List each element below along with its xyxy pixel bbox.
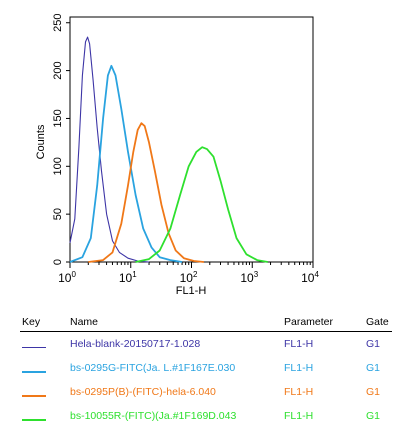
y-tick-label: 150 xyxy=(52,109,64,127)
y-tick-label: 100 xyxy=(52,157,64,175)
legend-header-name: Name xyxy=(70,316,99,328)
legend-row-name: bs-10055R-(FITC)(Ja.#1F169D.043 xyxy=(70,410,237,422)
x-axis-title: FL1-H xyxy=(176,285,207,297)
legend-row-gate: G1 xyxy=(366,410,381,422)
legend-row-gate: G1 xyxy=(366,362,381,374)
plot-frame xyxy=(69,16,314,263)
plot-border xyxy=(69,16,314,263)
y-tick-label: 250 xyxy=(52,14,64,32)
series-line xyxy=(69,64,183,263)
y-tick-label: 0 xyxy=(52,259,64,265)
legend-row: bs-0295P(B)-(FITC)-hela-6.040 FL1-H G1 xyxy=(0,383,400,403)
x-tick-label: 100 xyxy=(58,270,76,285)
legend-header: Key Name Parameter Gate xyxy=(0,313,400,333)
legend-key-swatch xyxy=(22,395,46,397)
legend-key-swatch xyxy=(22,347,46,348)
x-tick-label: 101 xyxy=(119,270,137,285)
legend-row-gate: G1 xyxy=(366,386,381,398)
legend-header-key: Key xyxy=(22,316,41,328)
legend-row-parameter: FL1-H xyxy=(284,410,314,422)
histogram-chart: 0 50 100 150 200 250 100 101 102 103 104 Counts F… xyxy=(35,14,319,297)
legend-row-name: bs-0295G-FITC(Ja. L.#1F167E.030 xyxy=(70,362,236,374)
legend-key-swatch xyxy=(22,419,46,421)
y-tick-label: 200 xyxy=(52,61,64,79)
legend-header-gate: Gate xyxy=(366,316,389,328)
x-tick-label: 102 xyxy=(180,270,198,285)
legend-row-name: Hela-blank-20150717-1.028 xyxy=(70,338,201,350)
legend-row: Hela-blank-20150717-1.028 FL1-H G1 xyxy=(0,335,400,355)
y-axis: 0 50 100 150 200 250 xyxy=(52,14,70,265)
legend-row: bs-10055R-(FITC)(Ja.#1F169D.043 FL1-H G1 xyxy=(0,407,400,427)
legend-header-parameter: Parameter xyxy=(284,316,334,328)
legend-row-name: bs-0295P(B)-(FITC)-hela-6.040 xyxy=(70,386,216,398)
series-line xyxy=(88,122,204,263)
series-line xyxy=(69,36,150,263)
series-layer xyxy=(69,36,268,263)
legend-header-rule xyxy=(20,331,392,332)
series-line xyxy=(135,146,268,263)
y-axis-title: Counts xyxy=(35,124,47,159)
legend-row: bs-0295G-FITC(Ja. L.#1F167E.030 FL1-H G1 xyxy=(0,359,400,379)
legend-row-parameter: FL1-H xyxy=(284,386,314,398)
legend-row-parameter: FL1-H xyxy=(284,362,314,374)
x-axis: 100 101 102 103 104 xyxy=(58,262,319,285)
x-tick-label: 104 xyxy=(301,270,319,285)
y-tick-label: 50 xyxy=(52,208,64,220)
legend-row-parameter: FL1-H xyxy=(284,338,314,350)
legend-row-gate: G1 xyxy=(366,338,381,350)
legend-key-swatch xyxy=(22,371,46,373)
x-tick-label: 103 xyxy=(240,270,258,285)
